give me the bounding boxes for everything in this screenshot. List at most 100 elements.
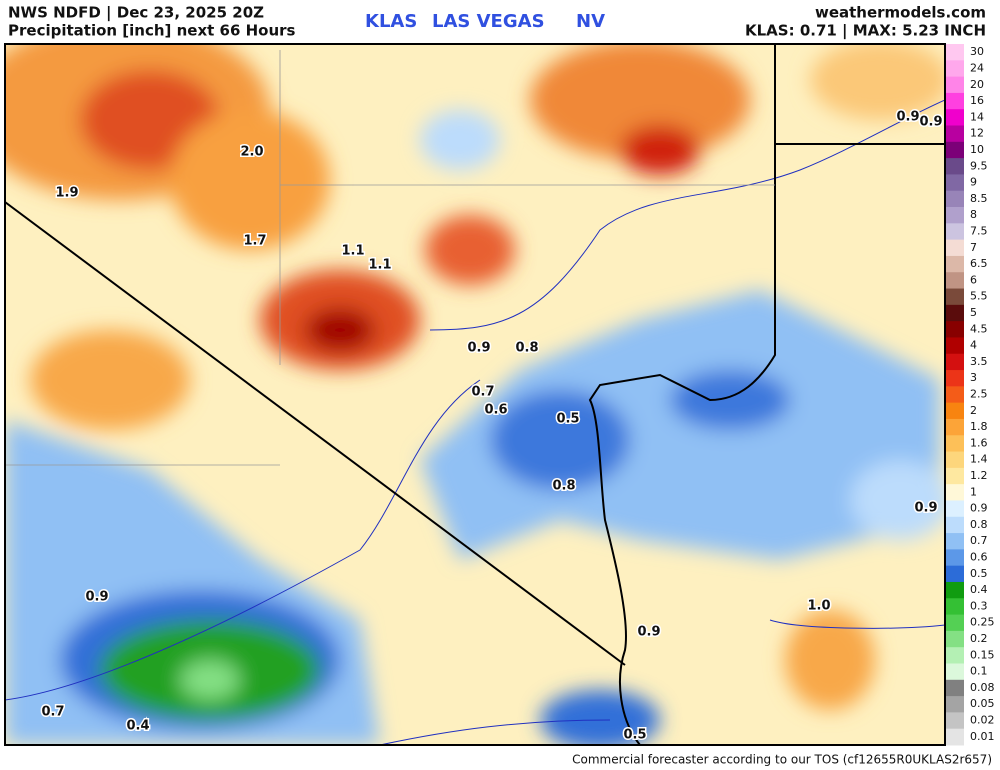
colorbar-label: 6 xyxy=(970,273,977,286)
colorbar-swatch xyxy=(946,467,964,485)
colorbar-label: 0.15 xyxy=(970,648,995,661)
colorbar: 302420161412109.598.587.576.565.554.543.… xyxy=(946,44,995,746)
colorbar-swatch xyxy=(946,614,964,632)
colorbar-label: 10 xyxy=(970,143,984,156)
colorbar-swatch xyxy=(946,92,964,110)
map-label: 1.7 xyxy=(243,234,266,249)
colorbar-swatch xyxy=(946,549,964,567)
colorbar-swatch xyxy=(946,109,964,127)
colorbar-swatch xyxy=(946,288,964,306)
colorbar-label: 1.2 xyxy=(970,469,988,482)
colorbar-label: 0.08 xyxy=(970,681,995,694)
map-label: 2.0 xyxy=(240,145,263,160)
map-label: 1.0 xyxy=(807,599,830,614)
colorbar-label: 4.5 xyxy=(970,322,988,335)
colorbar-swatch xyxy=(946,402,964,420)
colorbar-label: 0.7 xyxy=(970,534,988,547)
map-label: 1.1 xyxy=(341,244,364,259)
colorbar-label: 1 xyxy=(970,485,977,498)
colorbar-label: 2 xyxy=(970,404,977,417)
colorbar-swatch xyxy=(946,418,964,436)
footer: Commercial forecaster according to our T… xyxy=(572,753,992,767)
colorbar-swatch xyxy=(946,125,964,143)
colorbar-label: 16 xyxy=(970,94,984,107)
colorbar-swatch xyxy=(946,728,964,746)
colorbar-swatch xyxy=(946,663,964,681)
colorbar-swatch xyxy=(946,696,964,713)
colorbar-label: 0.2 xyxy=(970,632,988,645)
colorbar-label: 0.25 xyxy=(970,616,995,629)
colorbar-swatch xyxy=(946,337,964,355)
colorbar-label: 9.5 xyxy=(970,159,988,172)
map-label: 0.8 xyxy=(552,479,575,494)
map-label: 0.6 xyxy=(484,403,507,418)
colorbar-swatch xyxy=(946,207,964,224)
map-label: 0.5 xyxy=(623,728,646,743)
colorbar-swatch xyxy=(946,581,964,599)
colorbar-label: 0.8 xyxy=(970,518,988,531)
map-label: 0.9 xyxy=(896,110,919,125)
colorbar-swatch xyxy=(946,321,964,338)
colorbar-label: 0.9 xyxy=(970,502,988,515)
colorbar-swatch xyxy=(946,598,964,616)
colorbar-label: 2.5 xyxy=(970,388,988,401)
colorbar-swatch xyxy=(946,630,964,648)
map-label: 0.9 xyxy=(85,590,108,605)
colorbar-swatch xyxy=(946,533,964,550)
colorbar-swatch xyxy=(946,272,964,290)
colorbar-swatch xyxy=(946,712,964,730)
map-label: 0.7 xyxy=(471,385,494,400)
colorbar-label: 8 xyxy=(970,208,977,221)
colorbar-swatch xyxy=(946,239,964,257)
colorbar-label: 12 xyxy=(970,127,984,140)
colorbar-label: 14 xyxy=(970,110,984,123)
colorbar-swatch xyxy=(946,370,964,387)
colorbar-label: 3 xyxy=(970,371,977,384)
colorbar-label: 24 xyxy=(970,61,984,74)
colorbar-swatch xyxy=(946,76,964,94)
city: LAS VEGAS xyxy=(432,11,545,32)
colorbar-swatch xyxy=(946,353,964,371)
colorbar-swatch xyxy=(946,516,964,534)
map-label: 1.1 xyxy=(368,258,391,273)
colorbar-label: 0.01 xyxy=(970,730,995,743)
colorbar-swatch xyxy=(946,44,964,61)
map-label: 0.7 xyxy=(41,705,64,720)
site: weathermodels.com xyxy=(815,4,986,22)
station: KLAS xyxy=(365,11,417,32)
colorbar-label: 30 xyxy=(970,45,984,58)
map-label: 0.5 xyxy=(556,412,579,427)
colorbar-swatch xyxy=(946,500,964,518)
header-text: Precipitation [inch] next 66 Hours xyxy=(8,22,296,40)
colorbar-label: 4 xyxy=(970,339,977,352)
state: NV xyxy=(576,11,605,32)
colorbar-swatch xyxy=(946,304,964,322)
colorbar-label: 7.5 xyxy=(970,224,988,237)
map-label: 0.9 xyxy=(914,501,937,516)
header-text: NWS NDFD | Dec 23, 2025 20Z xyxy=(8,4,264,23)
colorbar-label: 0.05 xyxy=(970,697,995,710)
colorbar-label: 9 xyxy=(970,176,977,189)
map-label: 0.8 xyxy=(515,341,538,356)
colorbar-swatch xyxy=(946,255,964,273)
colorbar-label: 0.5 xyxy=(970,567,988,580)
summary: KLAS: 0.71 | MAX: 5.23 INCH xyxy=(745,22,986,41)
map-label: 1.9 xyxy=(55,186,78,201)
colorbar-label: 7 xyxy=(970,241,977,254)
colorbar-swatch xyxy=(946,223,964,241)
map-frame xyxy=(4,43,946,746)
colorbar-label: 0.1 xyxy=(970,665,988,678)
colorbar-label: 0.4 xyxy=(970,583,988,596)
colorbar-label: 0.02 xyxy=(970,714,995,727)
map-label: 0.9 xyxy=(637,625,660,640)
colorbar-swatch xyxy=(946,190,964,208)
colorbar-swatch xyxy=(946,647,964,664)
colorbar-swatch xyxy=(946,565,964,583)
colorbar-swatch xyxy=(946,679,964,697)
colorbar-label: 5 xyxy=(970,306,977,319)
colorbar-swatch xyxy=(946,484,964,501)
colorbar-swatch xyxy=(946,435,964,453)
colorbar-swatch xyxy=(946,451,964,469)
colorbar-swatch xyxy=(946,141,964,159)
